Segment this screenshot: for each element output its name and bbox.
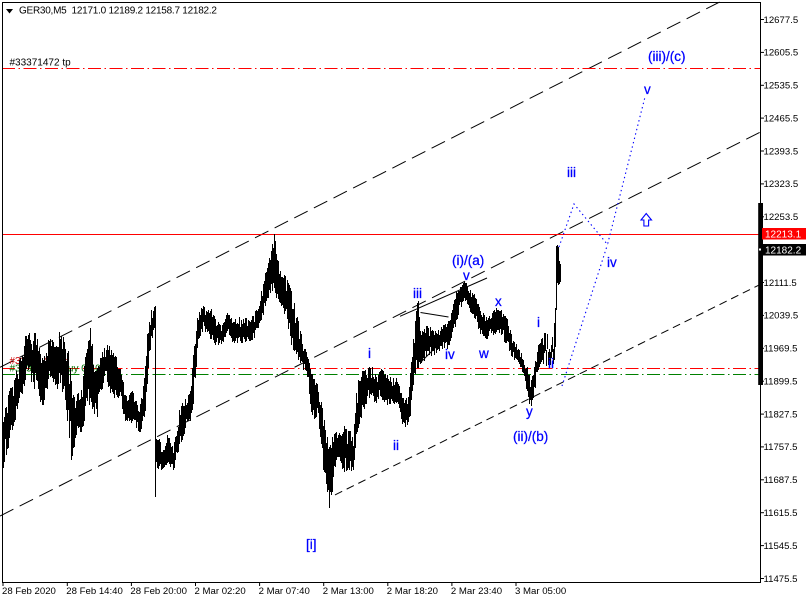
- svg-text:11899.5: 11899.5: [764, 377, 798, 388]
- svg-text:v: v: [463, 268, 470, 283]
- svg-text:ii: ii: [393, 438, 399, 453]
- svg-text:11545.5: 11545.5: [764, 541, 798, 552]
- svg-text:iv: iv: [607, 255, 617, 270]
- svg-text:11615.5: 11615.5: [764, 508, 798, 519]
- svg-text:GER30,M5 12171.0 12189.2 1215: GER30,M5 12171.0 12189.2 12158.7 12182.2: [19, 6, 217, 17]
- svg-text:11757.5: 11757.5: [764, 442, 798, 453]
- svg-text:12182.2: 12182.2: [765, 245, 802, 256]
- svg-text:(iii)/(c): (iii)/(c): [648, 49, 685, 64]
- svg-text:2 Mar 18:20: 2 Mar 18:20: [387, 586, 438, 597]
- svg-text:(ii)/(b): (ii)/(b): [513, 429, 548, 444]
- svg-text:11969.5: 11969.5: [764, 344, 798, 355]
- svg-text:28 Feb 2020: 28 Feb 2020: [2, 586, 56, 597]
- svg-text:ii: ii: [548, 356, 554, 371]
- svg-text:11687.5: 11687.5: [764, 475, 798, 486]
- svg-text:y: y: [526, 404, 533, 419]
- svg-text:(i)/(a): (i)/(a): [452, 253, 484, 268]
- svg-text:w: w: [478, 346, 489, 361]
- svg-text:12605.5: 12605.5: [764, 48, 799, 59]
- svg-text:12253.5: 12253.5: [764, 212, 799, 223]
- svg-text:12111.5: 12111.5: [764, 278, 797, 289]
- svg-text:#33371472 tp: #33371472 tp: [10, 58, 72, 69]
- svg-text:iii: iii: [567, 165, 576, 180]
- svg-text:12535.5: 12535.5: [764, 81, 799, 92]
- svg-text:28 Feb 20:00: 28 Feb 20:00: [130, 586, 187, 597]
- svg-text:12323.5: 12323.5: [764, 179, 799, 190]
- svg-text:12213.1: 12213.1: [765, 229, 802, 240]
- svg-text:2 Mar 13:00: 2 Mar 13:00: [323, 586, 374, 597]
- svg-text:2 Mar 07:40: 2 Mar 07:40: [259, 586, 310, 597]
- svg-text:iii: iii: [413, 286, 422, 301]
- svg-text:2 Mar 23:40: 2 Mar 23:40: [451, 586, 502, 597]
- svg-text:12465.5: 12465.5: [764, 113, 799, 124]
- svg-text:12039.5: 12039.5: [764, 311, 799, 322]
- svg-text:2 Mar 02:20: 2 Mar 02:20: [195, 586, 246, 597]
- svg-text:x: x: [495, 294, 502, 309]
- svg-text:12677.5: 12677.5: [764, 15, 799, 26]
- svg-text:[i]: [i]: [306, 537, 317, 552]
- svg-text:28 Feb 14:40: 28 Feb 14:40: [66, 586, 123, 597]
- svg-text:3 Mar 05:00: 3 Mar 05:00: [515, 586, 566, 597]
- svg-text:11827.5: 11827.5: [764, 409, 798, 420]
- svg-text:v: v: [644, 82, 651, 97]
- svg-text:i: i: [368, 346, 371, 361]
- svg-text:iv: iv: [445, 347, 455, 362]
- svg-text:12393.5: 12393.5: [764, 146, 799, 157]
- svg-text:i: i: [537, 315, 540, 330]
- svg-text:11475.5: 11475.5: [764, 574, 798, 585]
